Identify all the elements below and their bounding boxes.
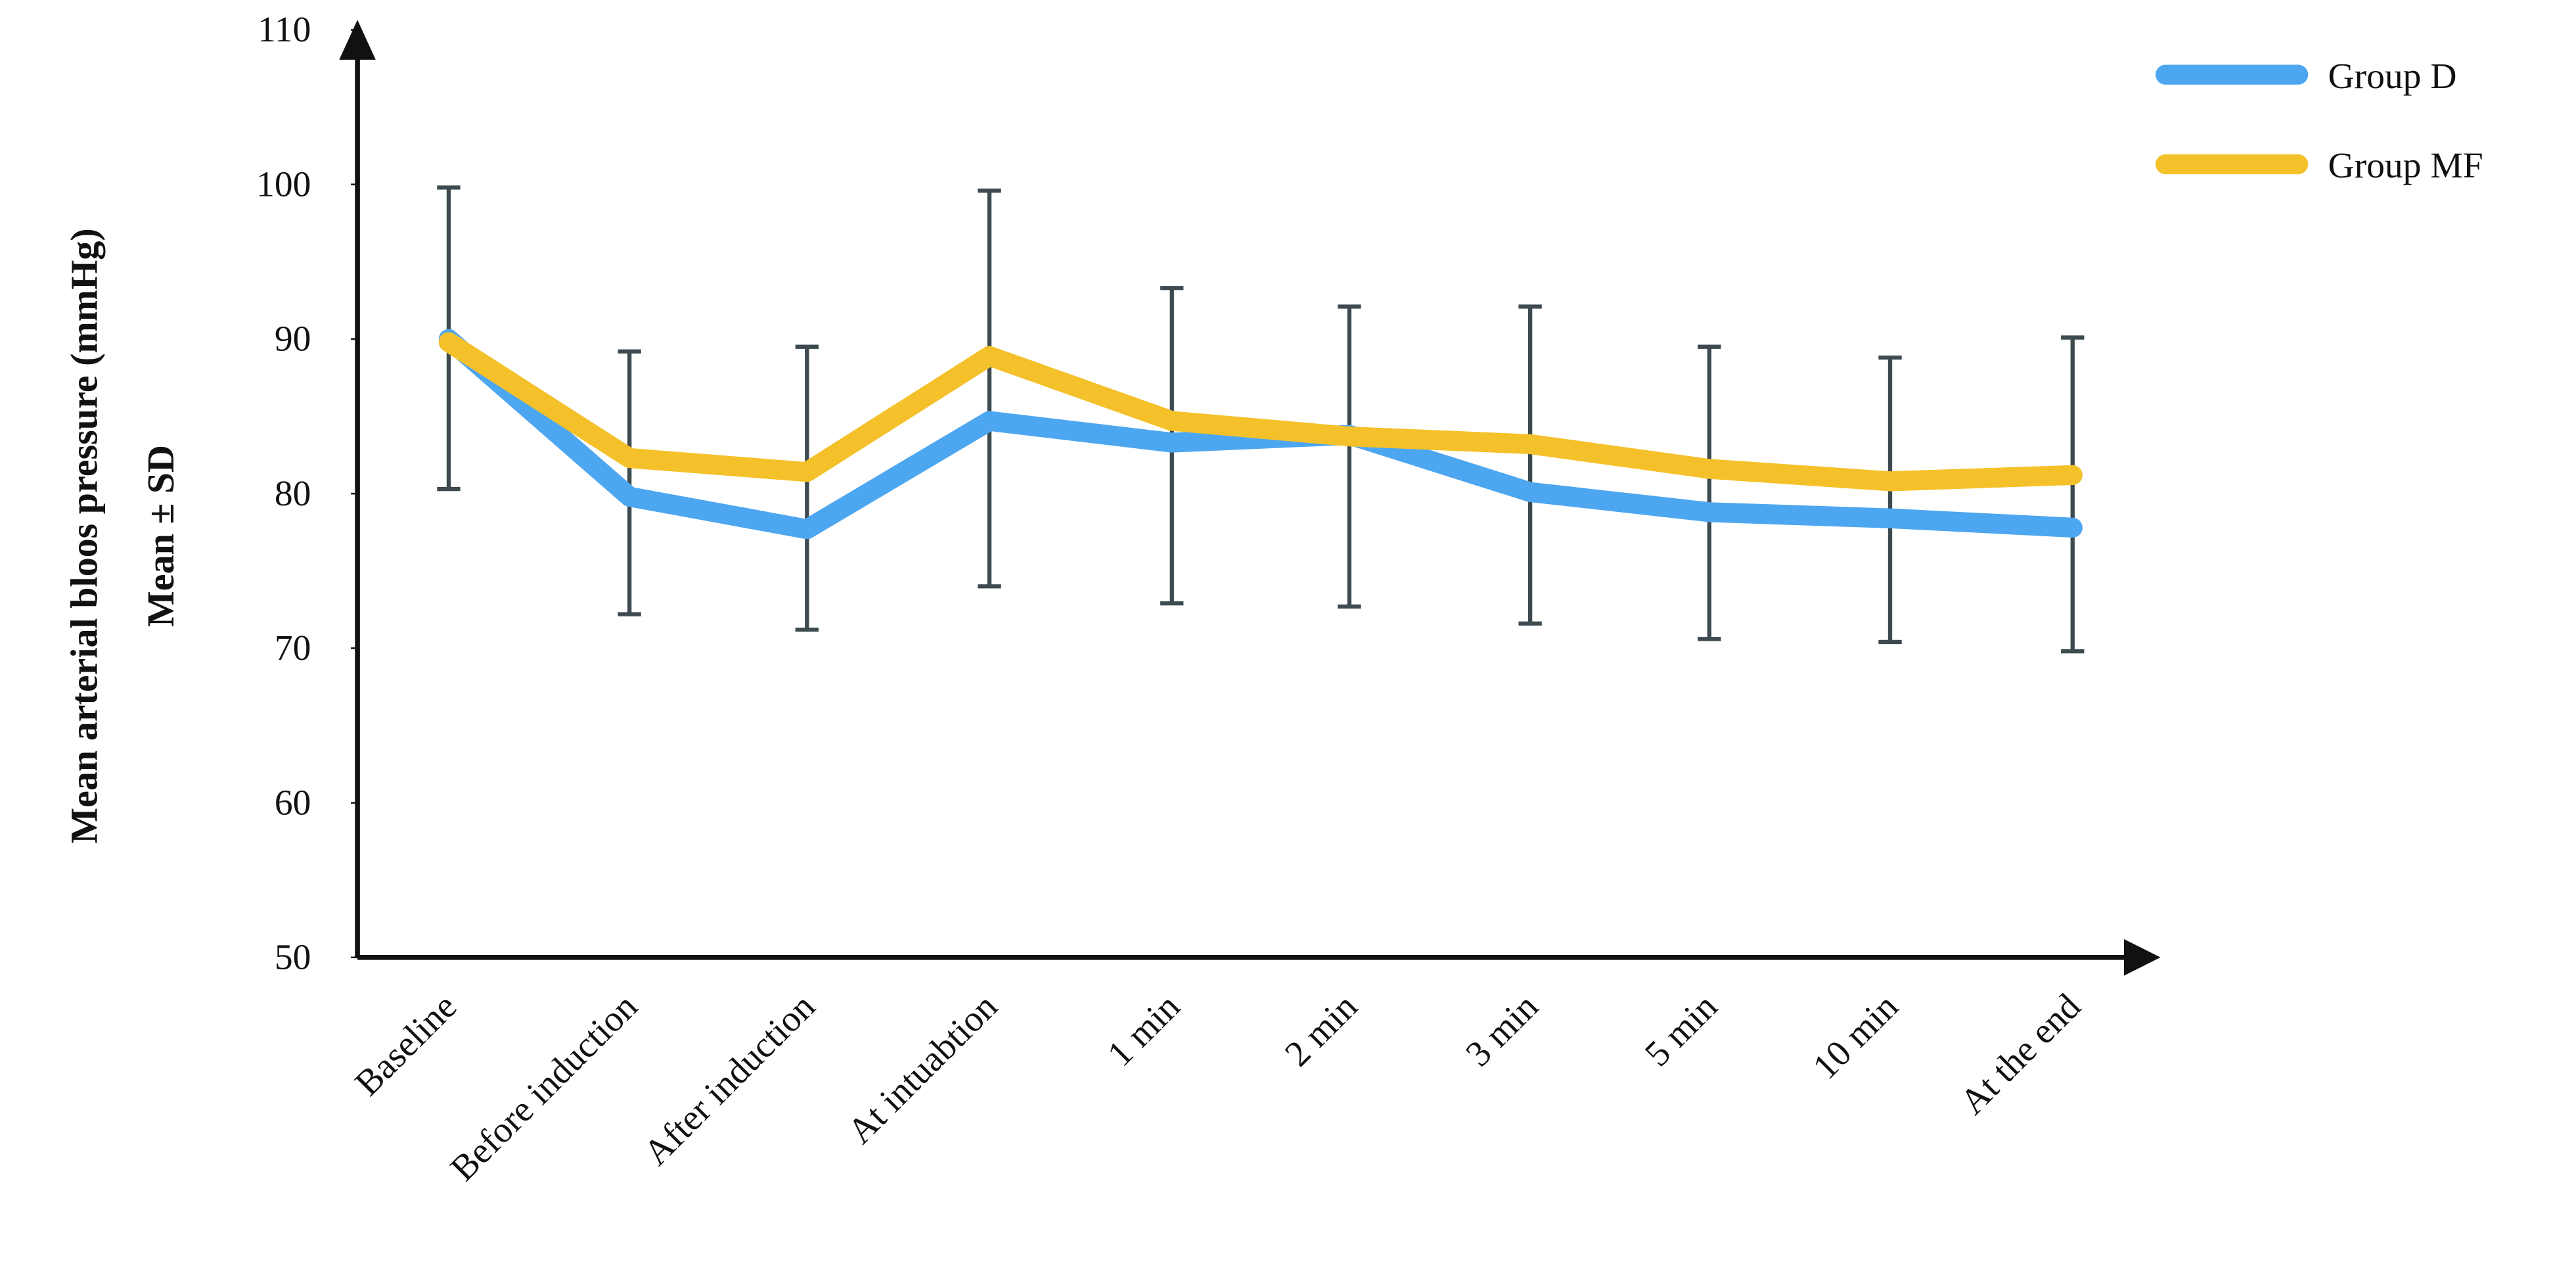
y-tick-label: 80: [275, 474, 311, 514]
y-tick-label: 50: [275, 937, 311, 977]
y-tick-label: 60: [275, 783, 311, 823]
legend-label: Group D: [2328, 57, 2457, 97]
x-tick-label: After induction: [637, 986, 823, 1173]
y-tick-label: 90: [275, 319, 311, 359]
y-tick-label: 100: [256, 164, 311, 204]
y-axis-title: Mean arterial bloos pressure (mmHg): [63, 228, 106, 843]
x-tick-label: 10 min: [1805, 986, 1906, 1087]
error-bar: [978, 188, 1001, 589]
x-tick-label: Baseline: [348, 986, 464, 1103]
x-tick-label: 2 min: [1278, 986, 1366, 1075]
error-bar: [1698, 344, 1721, 641]
x-tick-label: Before induction: [443, 986, 645, 1189]
y-tick-label: 110: [258, 10, 311, 50]
series-line: [438, 332, 2083, 492]
x-tick-label: At the end: [1953, 986, 2089, 1122]
error-bar: [795, 344, 819, 632]
error-bar: [1878, 355, 1902, 645]
legend-label: Group MF: [2328, 146, 2483, 186]
x-axis-arrow: [2124, 939, 2161, 976]
y-axis-subtitle: Mean ± SD: [139, 445, 182, 627]
y-axis-arrow: [339, 20, 376, 60]
y-tick-label: 70: [275, 628, 311, 668]
error-bar: [618, 349, 641, 616]
x-tick-label: 3 min: [1458, 986, 1547, 1075]
x-tick-label: 1 min: [1100, 986, 1188, 1075]
x-tick-label: At intuabtion: [840, 986, 1005, 1151]
error-bar: [1518, 304, 1542, 626]
series-line: [438, 329, 2083, 540]
x-tick-label: 5 min: [1637, 986, 1725, 1075]
error-bar: [1338, 304, 1361, 609]
error-bar: [2061, 335, 2085, 654]
